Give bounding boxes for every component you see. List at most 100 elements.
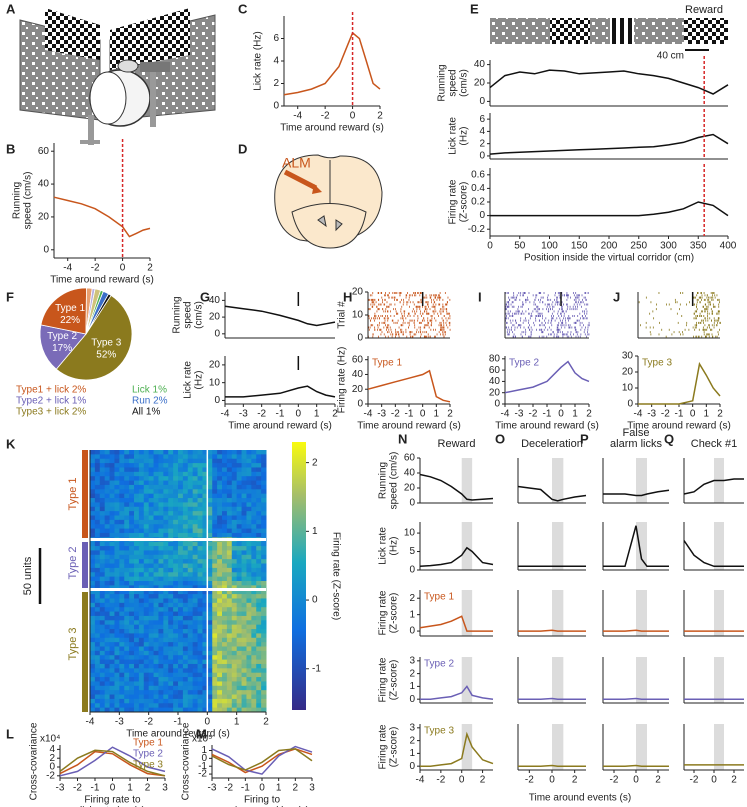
heatmap-cell: [104, 589, 111, 595]
heatmap-cell: [197, 624, 203, 630]
heatmap-cell: [251, 646, 257, 652]
spike: [582, 298, 583, 301]
spike: [573, 298, 575, 301]
heatmap-cell: [187, 541, 194, 547]
heatmap-cell: [163, 629, 169, 634]
spike: [439, 333, 441, 336]
spike: [422, 305, 423, 308]
spike: [440, 328, 442, 331]
heatmap-cell: [104, 480, 111, 486]
heatmap-cell: [163, 476, 169, 482]
spike: [419, 292, 421, 294]
spike: [706, 333, 708, 336]
heatmap-cell: [241, 546, 247, 551]
heatmap-cell: [222, 685, 228, 691]
heatmap-cell: [114, 650, 120, 656]
spike: [578, 296, 580, 299]
heatmap-cell: [168, 607, 174, 613]
heatmap-cell: [207, 458, 213, 464]
x-tick-label: 2: [717, 409, 723, 420]
spike: [568, 315, 570, 317]
spike: [557, 328, 559, 331]
heatmap-cell: [158, 598, 164, 604]
y-tick-label: 0.4: [471, 183, 485, 194]
heatmap-cell: [192, 532, 199, 538]
spike: [681, 315, 683, 317]
spike: [565, 319, 566, 322]
heatmap-cell: [163, 637, 169, 643]
series-line: [518, 629, 586, 632]
spike: [381, 296, 383, 299]
heatmap-cell: [231, 476, 238, 482]
spike: [514, 312, 516, 315]
heatmap-cell: [226, 450, 233, 455]
heatmap-cell: [94, 672, 101, 678]
heatmap-cell: [143, 620, 150, 626]
heatmap-cell: [236, 642, 243, 647]
heatmap-cell: [236, 650, 243, 656]
spike: [705, 308, 707, 311]
heatmap-cell: [231, 480, 238, 486]
heatmap-cell: [90, 567, 96, 573]
spike: [446, 312, 448, 315]
heatmap-cell: [158, 467, 164, 473]
spike: [427, 324, 429, 327]
y-axis-label: Trial #: [337, 301, 348, 329]
heatmap-cell: [197, 480, 203, 486]
heatmap-cell: [192, 707, 199, 713]
heatmap-cell: [197, 602, 203, 608]
spike: [425, 324, 427, 327]
heatmap-cell: [109, 650, 115, 656]
spike: [374, 298, 376, 301]
spike: [395, 321, 397, 324]
spike: [655, 308, 657, 311]
spike: [436, 298, 438, 301]
heatmap-cell: [153, 489, 159, 495]
heatmap-cell: [143, 690, 150, 696]
spike: [521, 305, 523, 308]
heatmap-cell: [246, 524, 252, 530]
heatmap-cell: [222, 467, 228, 473]
spike: [443, 310, 444, 313]
heatmap-cell: [138, 615, 145, 621]
spike: [538, 328, 540, 331]
heatmap-cell: [197, 467, 203, 473]
heatmap-cell: [134, 663, 140, 669]
heatmap-cell: [153, 633, 159, 639]
legend-entry: Type2 + lick 1%: [16, 396, 86, 407]
spike: [507, 292, 509, 294]
heatmap-cell: [251, 489, 257, 495]
spike: [449, 321, 451, 324]
spike: [505, 317, 507, 320]
spike: [563, 303, 564, 306]
heatmap-cell: [236, 493, 243, 499]
heatmap-cell: [109, 567, 115, 573]
heatmap-cell: [212, 458, 218, 464]
heatmap-cell: [90, 450, 96, 455]
spike: [711, 333, 713, 336]
spike: [585, 292, 587, 294]
heatmap-cell: [207, 450, 213, 455]
spike: [419, 294, 421, 297]
spike: [409, 331, 411, 334]
heatmap-cell: [178, 589, 184, 595]
y-tick-label: 30: [622, 351, 634, 362]
heatmap-cell: [197, 532, 203, 538]
spike: [535, 310, 537, 313]
heatmap-cell: [119, 663, 125, 669]
spike: [390, 315, 392, 317]
heatmap-cell: [158, 506, 164, 512]
spike: [706, 312, 708, 315]
heatmap-cell: [158, 607, 164, 613]
heatmap-cell: [134, 524, 140, 530]
y-tick-label: 20: [404, 483, 416, 494]
heatmap-cell: [217, 563, 223, 569]
x-tick-label: 2: [655, 775, 661, 786]
spike: [542, 317, 543, 320]
heatmap-cell: [256, 546, 262, 551]
heatmap-cell: [251, 559, 257, 565]
heatmap-cell: [109, 685, 115, 691]
heatmap-cell: [241, 594, 247, 599]
spike: [719, 321, 721, 324]
spike: [407, 315, 409, 317]
